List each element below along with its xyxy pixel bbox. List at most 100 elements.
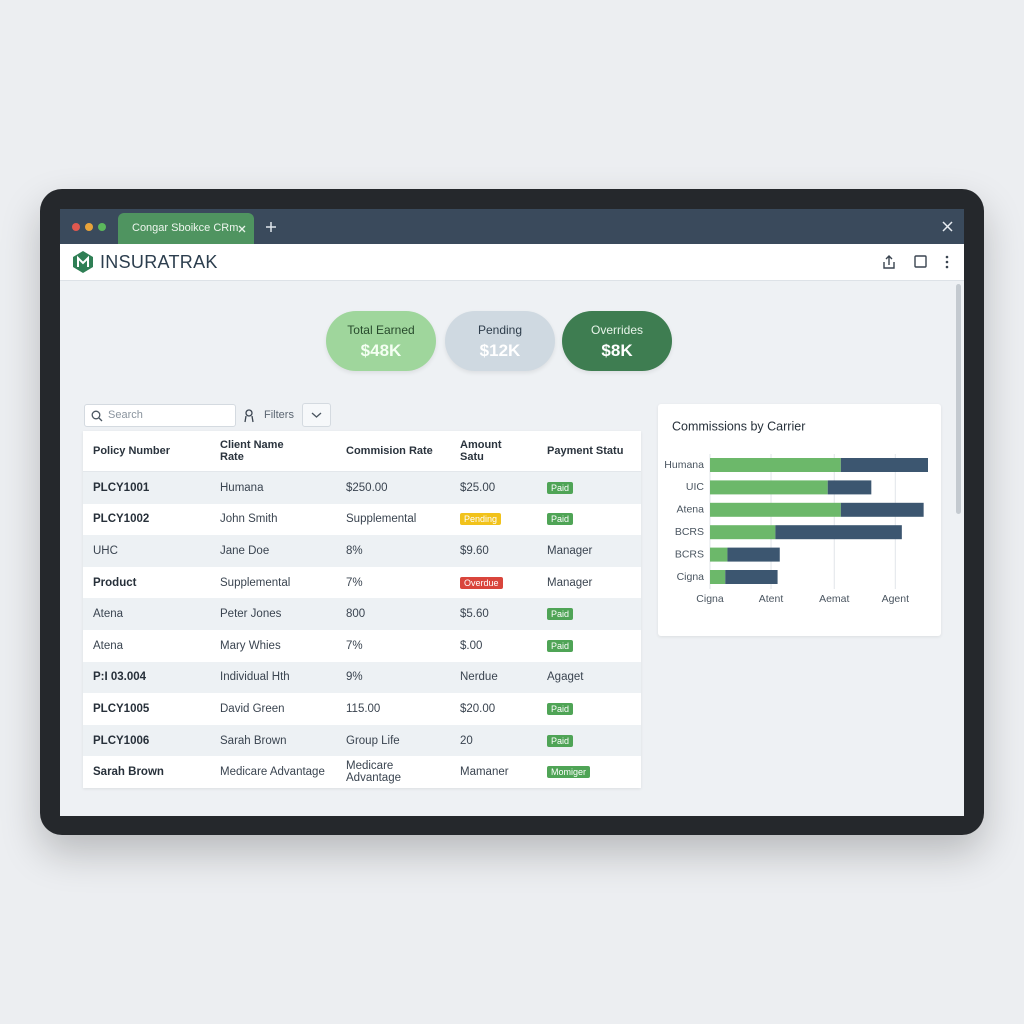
table-row: PLCY1001 Humana $250.00 $25.00 Paid (83, 472, 641, 504)
table-cell: David Green (220, 702, 285, 715)
bar-segment (710, 525, 776, 540)
x-tick-label: Atent (759, 593, 784, 605)
table-cell: 115.00 (346, 702, 381, 715)
table-cell: Peter Jones (220, 608, 282, 621)
menu-icon[interactable] (945, 255, 949, 269)
bar-segment (710, 458, 841, 472)
table-cell: Paid (537, 639, 641, 652)
table-cell: Paid (537, 702, 641, 715)
tab-close[interactable] (238, 225, 246, 233)
kpi-pill: Overrides $8K (562, 311, 672, 371)
table-cell: Group Life (346, 734, 400, 747)
x-tick-label: Agent (882, 593, 910, 605)
share-icon[interactable] (883, 255, 895, 269)
bar-segment (710, 480, 828, 495)
table-cell: Mary Whies (220, 639, 281, 652)
column-header: Client Name Rate (220, 439, 284, 463)
commission-table: Policy Number Client Name Rate Commision R… (83, 431, 641, 788)
table-cell: Supplemental (346, 513, 417, 526)
dot[interactable] (85, 223, 93, 231)
status-badge: Paid (547, 734, 574, 747)
kpi-label: Pending (477, 323, 523, 337)
tab-bar: Congar Sboikce CRm (60, 209, 964, 244)
table-cell: $25.00 (460, 481, 496, 494)
bar-segment (710, 570, 726, 584)
table-cell: Sarah Brown (220, 734, 287, 747)
table-header: Policy Number Client Name Rate Commision R… (83, 431, 641, 472)
table-row: PLCY1005 David Green 115.00 $20.00 Paid (83, 693, 641, 725)
table-cell: Paid (537, 481, 641, 494)
table-cell: PLCY1002 (93, 513, 150, 526)
bar-segment (710, 502, 841, 517)
table-cell: 9% (346, 671, 363, 684)
table-row: Product Supplemental 7% Overdue Manager (83, 567, 641, 599)
status-badge: Momiger (547, 766, 591, 779)
y-tick-label: Humana (664, 459, 704, 471)
filters-dropdown[interactable] (302, 403, 331, 427)
table-cell: Paid (537, 734, 641, 747)
new-tab[interactable] (266, 222, 276, 232)
search-box[interactable]: Search (84, 404, 236, 427)
table-cell: 7% (346, 576, 363, 589)
table-cell: 8% (346, 544, 363, 557)
column-header: Commision Rate (346, 445, 433, 457)
kpi-value: $8K (601, 341, 633, 360)
kpi-value: $48K (360, 341, 402, 360)
table-cell: $5.60 (460, 608, 489, 621)
bar-segment (775, 525, 902, 540)
dot[interactable] (72, 223, 80, 231)
brand: INSURATRAK (100, 252, 218, 272)
bar-segment (840, 502, 924, 517)
table-cell: $.00 (460, 639, 483, 652)
tab-title: Congar Sboikce CRm (132, 222, 239, 234)
table-cell: $250.00 (346, 481, 388, 494)
kpi-value: $12K (479, 341, 521, 360)
table-cell: 800 (346, 608, 366, 621)
table-cell: 20 (460, 734, 473, 747)
close-window[interactable] (942, 221, 953, 232)
table-cell: $9.60 (460, 544, 489, 557)
table-cell: $20.00 (460, 702, 496, 715)
scrollbar[interactable] (956, 284, 961, 514)
dot[interactable] (98, 223, 106, 231)
table-cell: Atena (93, 639, 124, 652)
kpi-label: Total Earned (347, 323, 415, 337)
search-placeholder: Search (108, 409, 143, 421)
filters-button[interactable]: Filters (264, 409, 294, 421)
table-cell: PLCY1001 (93, 481, 150, 494)
chart-title: Commissions by Carrier (672, 419, 805, 433)
table-cell: P:I 03.004 (93, 671, 147, 684)
x-tick-label: Aemat (819, 593, 849, 605)
table-cell: Sarah Brown (93, 766, 164, 779)
kpi-pill: Pending $12K (445, 311, 555, 371)
bar-segment (840, 458, 928, 472)
y-tick-label: UIC (686, 481, 705, 493)
table-cell: Supplemental (220, 576, 291, 589)
table-cell: John Smith (220, 513, 278, 526)
window-icon[interactable] (914, 255, 927, 268)
table-cell: PLCY1006 (93, 734, 150, 747)
bar-segment (710, 547, 728, 562)
column-header: Payment Statu (547, 445, 624, 457)
table-cell: Humana (220, 481, 264, 494)
table-cell: Medicare Advantage (346, 760, 401, 785)
tab[interactable]: Congar Sboikce CRm (118, 213, 254, 244)
table-cell: Nerdue (460, 671, 498, 684)
status-badge: Paid (547, 639, 574, 652)
status-badge: Pending (460, 513, 502, 526)
screen: Congar Sboikce CRm INSURATRAK Search Fil… (60, 209, 964, 816)
column-header: Amount Satu (460, 439, 502, 463)
status-badge: Paid (547, 608, 574, 621)
table-cell: Manager (547, 544, 593, 557)
table-cell: Jane Doe (220, 544, 270, 557)
table-row: Atena Mary Whies 7% $.00 Paid (83, 630, 641, 662)
x-tick-label: Cigna (696, 593, 724, 605)
table-row: Sarah Brown Medicare Advantage Medicare Ad… (83, 756, 641, 788)
kpi-pill: Total Earned $48K (326, 311, 436, 371)
kpi-label: Overrides (590, 323, 643, 337)
table-cell: Agaget (547, 671, 584, 684)
bar-segment (727, 547, 780, 562)
table-cell: Overdue (450, 576, 537, 589)
table-cell: UHC (93, 544, 118, 557)
table-cell: Medicare Advantage (220, 766, 325, 779)
